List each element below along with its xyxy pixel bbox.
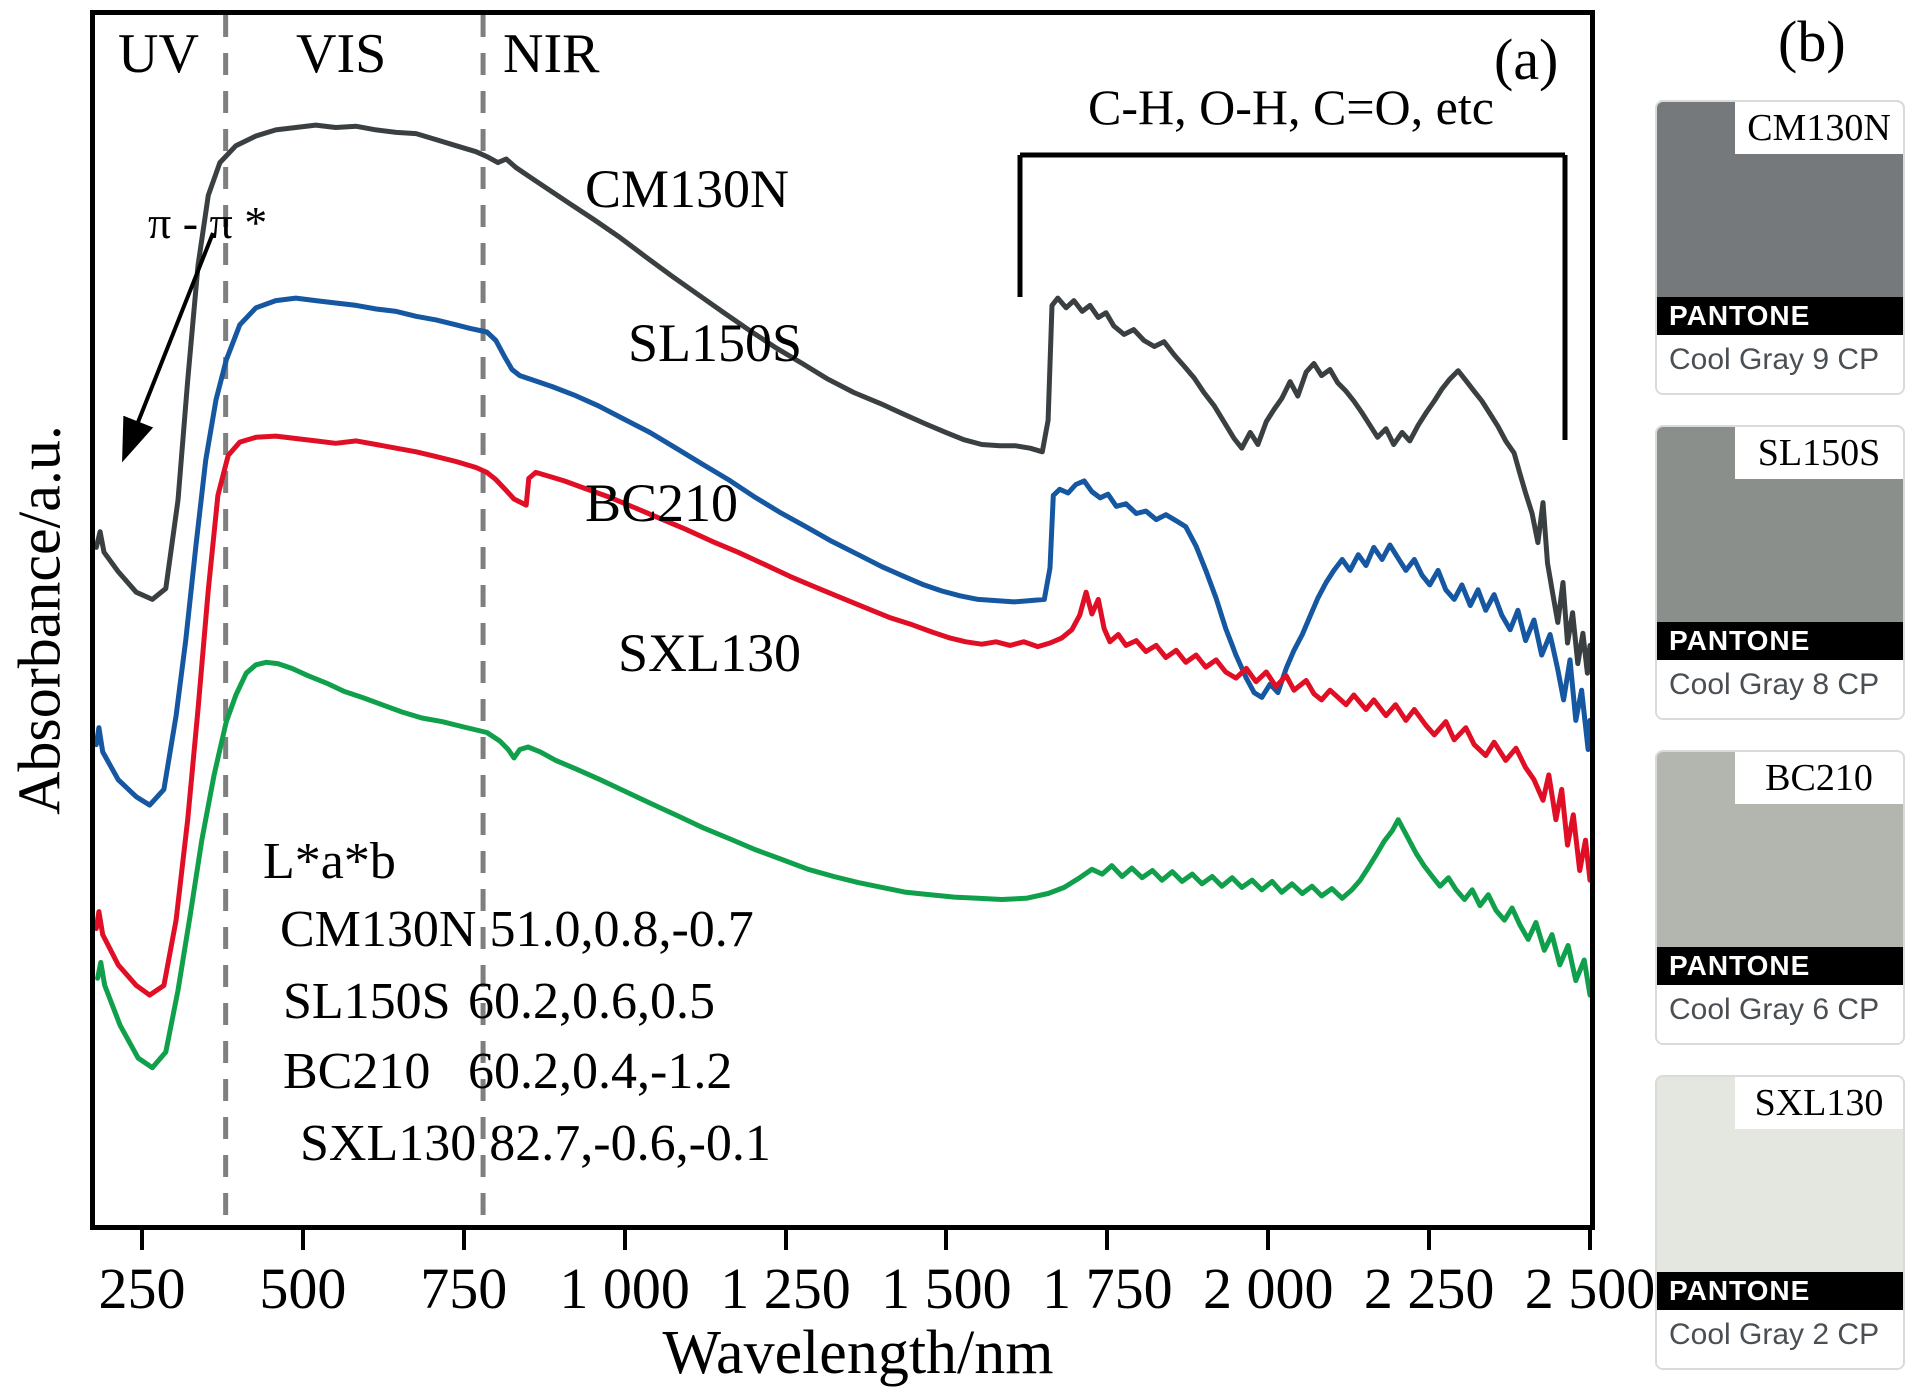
x-tick-label-1000: 1 000 (559, 1256, 690, 1321)
color-swatch: BC210 (1657, 752, 1903, 947)
spectra-curves (95, 122, 1590, 1071)
x-tick-mark-1750 (1105, 1228, 1110, 1250)
x-tick-label-2000: 2 000 (1202, 1256, 1334, 1321)
lab-row-value: 60.2,0.6,0.5 (468, 973, 715, 1030)
spectrum-curve-cm130n (95, 122, 1590, 676)
spectra-svg (95, 15, 1590, 1225)
spectrum-curve-bc210 (95, 433, 1590, 998)
curve-label-sxl130: SXL130 (618, 623, 802, 683)
plot-area (90, 10, 1595, 1230)
pantone-color-name: Cool Gray 6 CP (1657, 985, 1903, 1043)
panel-b-tag: (b) (1778, 9, 1846, 74)
x-tick-mark-1000 (622, 1228, 627, 1250)
region-label-nir: NIR (503, 23, 600, 85)
pantone-brand-bar: PANTONE (1657, 1272, 1903, 1310)
lab-row-name: SXL130 (300, 1115, 477, 1172)
lab-row-name: SL150S (283, 973, 451, 1030)
color-swatch: CM130N (1657, 102, 1903, 297)
x-tick-label-1250: 1 250 (720, 1256, 851, 1321)
lab-row-name: CM130N (280, 901, 477, 958)
panel-a-tag: (a) (1494, 27, 1559, 92)
ch-oh-co-bracket (1017, 152, 1568, 440)
pi-pi-arrow (122, 232, 215, 463)
lab-row-value: 82.7,-0.6,-0.1 (489, 1115, 771, 1172)
pantone-brand-bar: PANTONE (1657, 622, 1903, 660)
x-tick-mark-1250 (783, 1228, 788, 1250)
lab-row: SXL130 82.7,-0.6,-0.1 (300, 1114, 771, 1173)
x-tick-label-250: 250 (98, 1256, 186, 1321)
x-tick-label-500: 500 (259, 1256, 347, 1321)
lab-row: CM130N 51.0,0.8,-0.7 (280, 900, 754, 959)
lab-table-title: L*a*b (263, 833, 396, 890)
bracket-annotation: C-H, O-H, C=O, etc (1088, 79, 1494, 135)
pantone-color-name: Cool Gray 8 CP (1657, 660, 1903, 718)
x-tick-mark-500 (300, 1228, 305, 1250)
x-tick-mark-750 (461, 1228, 466, 1250)
spectral-region-dividers (223, 15, 486, 1225)
curve-label-bc210: BC210 (585, 473, 739, 533)
lab-row: BC210 60.2,0.4,-1.2 (283, 1042, 732, 1101)
x-tick-label-750: 750 (420, 1256, 508, 1321)
x-tick-mark-2500 (1588, 1228, 1592, 1250)
spectrum-curve-sxl130 (95, 659, 1590, 1071)
swatch-sample-label: SXL130 (1735, 1077, 1903, 1129)
y-axis-title: Absorbance/a.u. (6, 425, 73, 815)
pantone-card-bc210: BC210 PANTONE Cool Gray 6 CP (1655, 750, 1905, 1045)
pantone-brand-bar: PANTONE (1657, 947, 1903, 985)
lab-row: SL150S 60.2,0.6,0.5 (283, 972, 715, 1031)
x-tick-label-1500: 1 500 (881, 1256, 1012, 1321)
region-label-vis: VIS (296, 23, 387, 85)
spectrum-curve-sl150s (95, 295, 1590, 808)
x-tick-label-1750: 1 750 (1042, 1256, 1173, 1321)
curve-label-sl150s: SL150S (628, 313, 803, 373)
pantone-color-name: Cool Gray 2 CP (1657, 1310, 1903, 1368)
pantone-card-cm130n: CM130N PANTONE Cool Gray 9 CP (1655, 100, 1905, 395)
pantone-color-name: Cool Gray 9 CP (1657, 335, 1903, 393)
swatch-sample-label: BC210 (1735, 752, 1903, 804)
x-tick-mark-2250 (1427, 1228, 1432, 1250)
pi-pi-annotation: π - π * (148, 197, 268, 248)
x-tick-label-2250: 2 250 (1363, 1256, 1495, 1321)
curve-label-cm130n: CM130N (585, 159, 790, 219)
x-tick-mark-1500 (944, 1228, 949, 1250)
pantone-brand-bar: PANTONE (1657, 297, 1903, 335)
region-label-uv: UV (118, 23, 199, 85)
color-swatch: SXL130 (1657, 1077, 1903, 1272)
x-axis-title: Wavelength/nm (662, 1319, 1054, 1387)
x-tick-mark-250 (139, 1228, 144, 1250)
lab-row-name: BC210 (283, 1043, 431, 1100)
swatch-sample-label: SL150S (1735, 427, 1903, 479)
swatch-sample-label: CM130N (1735, 102, 1903, 154)
x-tick-label-2500: 2 500 (1524, 1256, 1656, 1321)
color-swatch: SL150S (1657, 427, 1903, 622)
x-tick-mark-2000 (1266, 1228, 1271, 1250)
lab-row-value: 60.2,0.4,-1.2 (468, 1043, 733, 1100)
pantone-card-sxl130: SXL130 PANTONE Cool Gray 2 CP (1655, 1075, 1905, 1370)
pantone-card-sl150s: SL150S PANTONE Cool Gray 8 CP (1655, 425, 1905, 720)
lab-row-value: 51.0,0.8,-0.7 (489, 901, 754, 958)
